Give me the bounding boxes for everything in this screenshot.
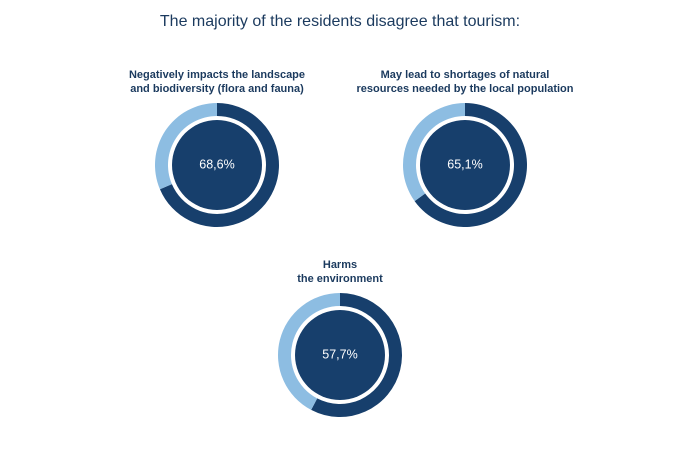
chart-title: May lead to shortages of natural [381, 69, 550, 81]
value-label: 68,6% [199, 157, 234, 171]
donut-center [172, 120, 262, 210]
donut-segment [155, 103, 217, 190]
donut-segment [311, 293, 402, 417]
chart-title: Negatively impacts the landscape [129, 69, 305, 81]
donut-center [295, 310, 385, 400]
donut-segment [278, 293, 340, 410]
page-title: The majority of the residents disagree t… [160, 13, 520, 30]
chart-title: resources needed by the local population [357, 83, 574, 95]
donut-segment [403, 103, 465, 202]
value-label: 65,1% [447, 157, 482, 171]
chart-title: Harms [323, 259, 357, 271]
donut-center [420, 120, 510, 210]
chart-title: the environment [297, 273, 383, 285]
chart-title: and biodiversity (flora and fauna) [130, 83, 304, 95]
value-label: 57,7% [322, 347, 357, 361]
